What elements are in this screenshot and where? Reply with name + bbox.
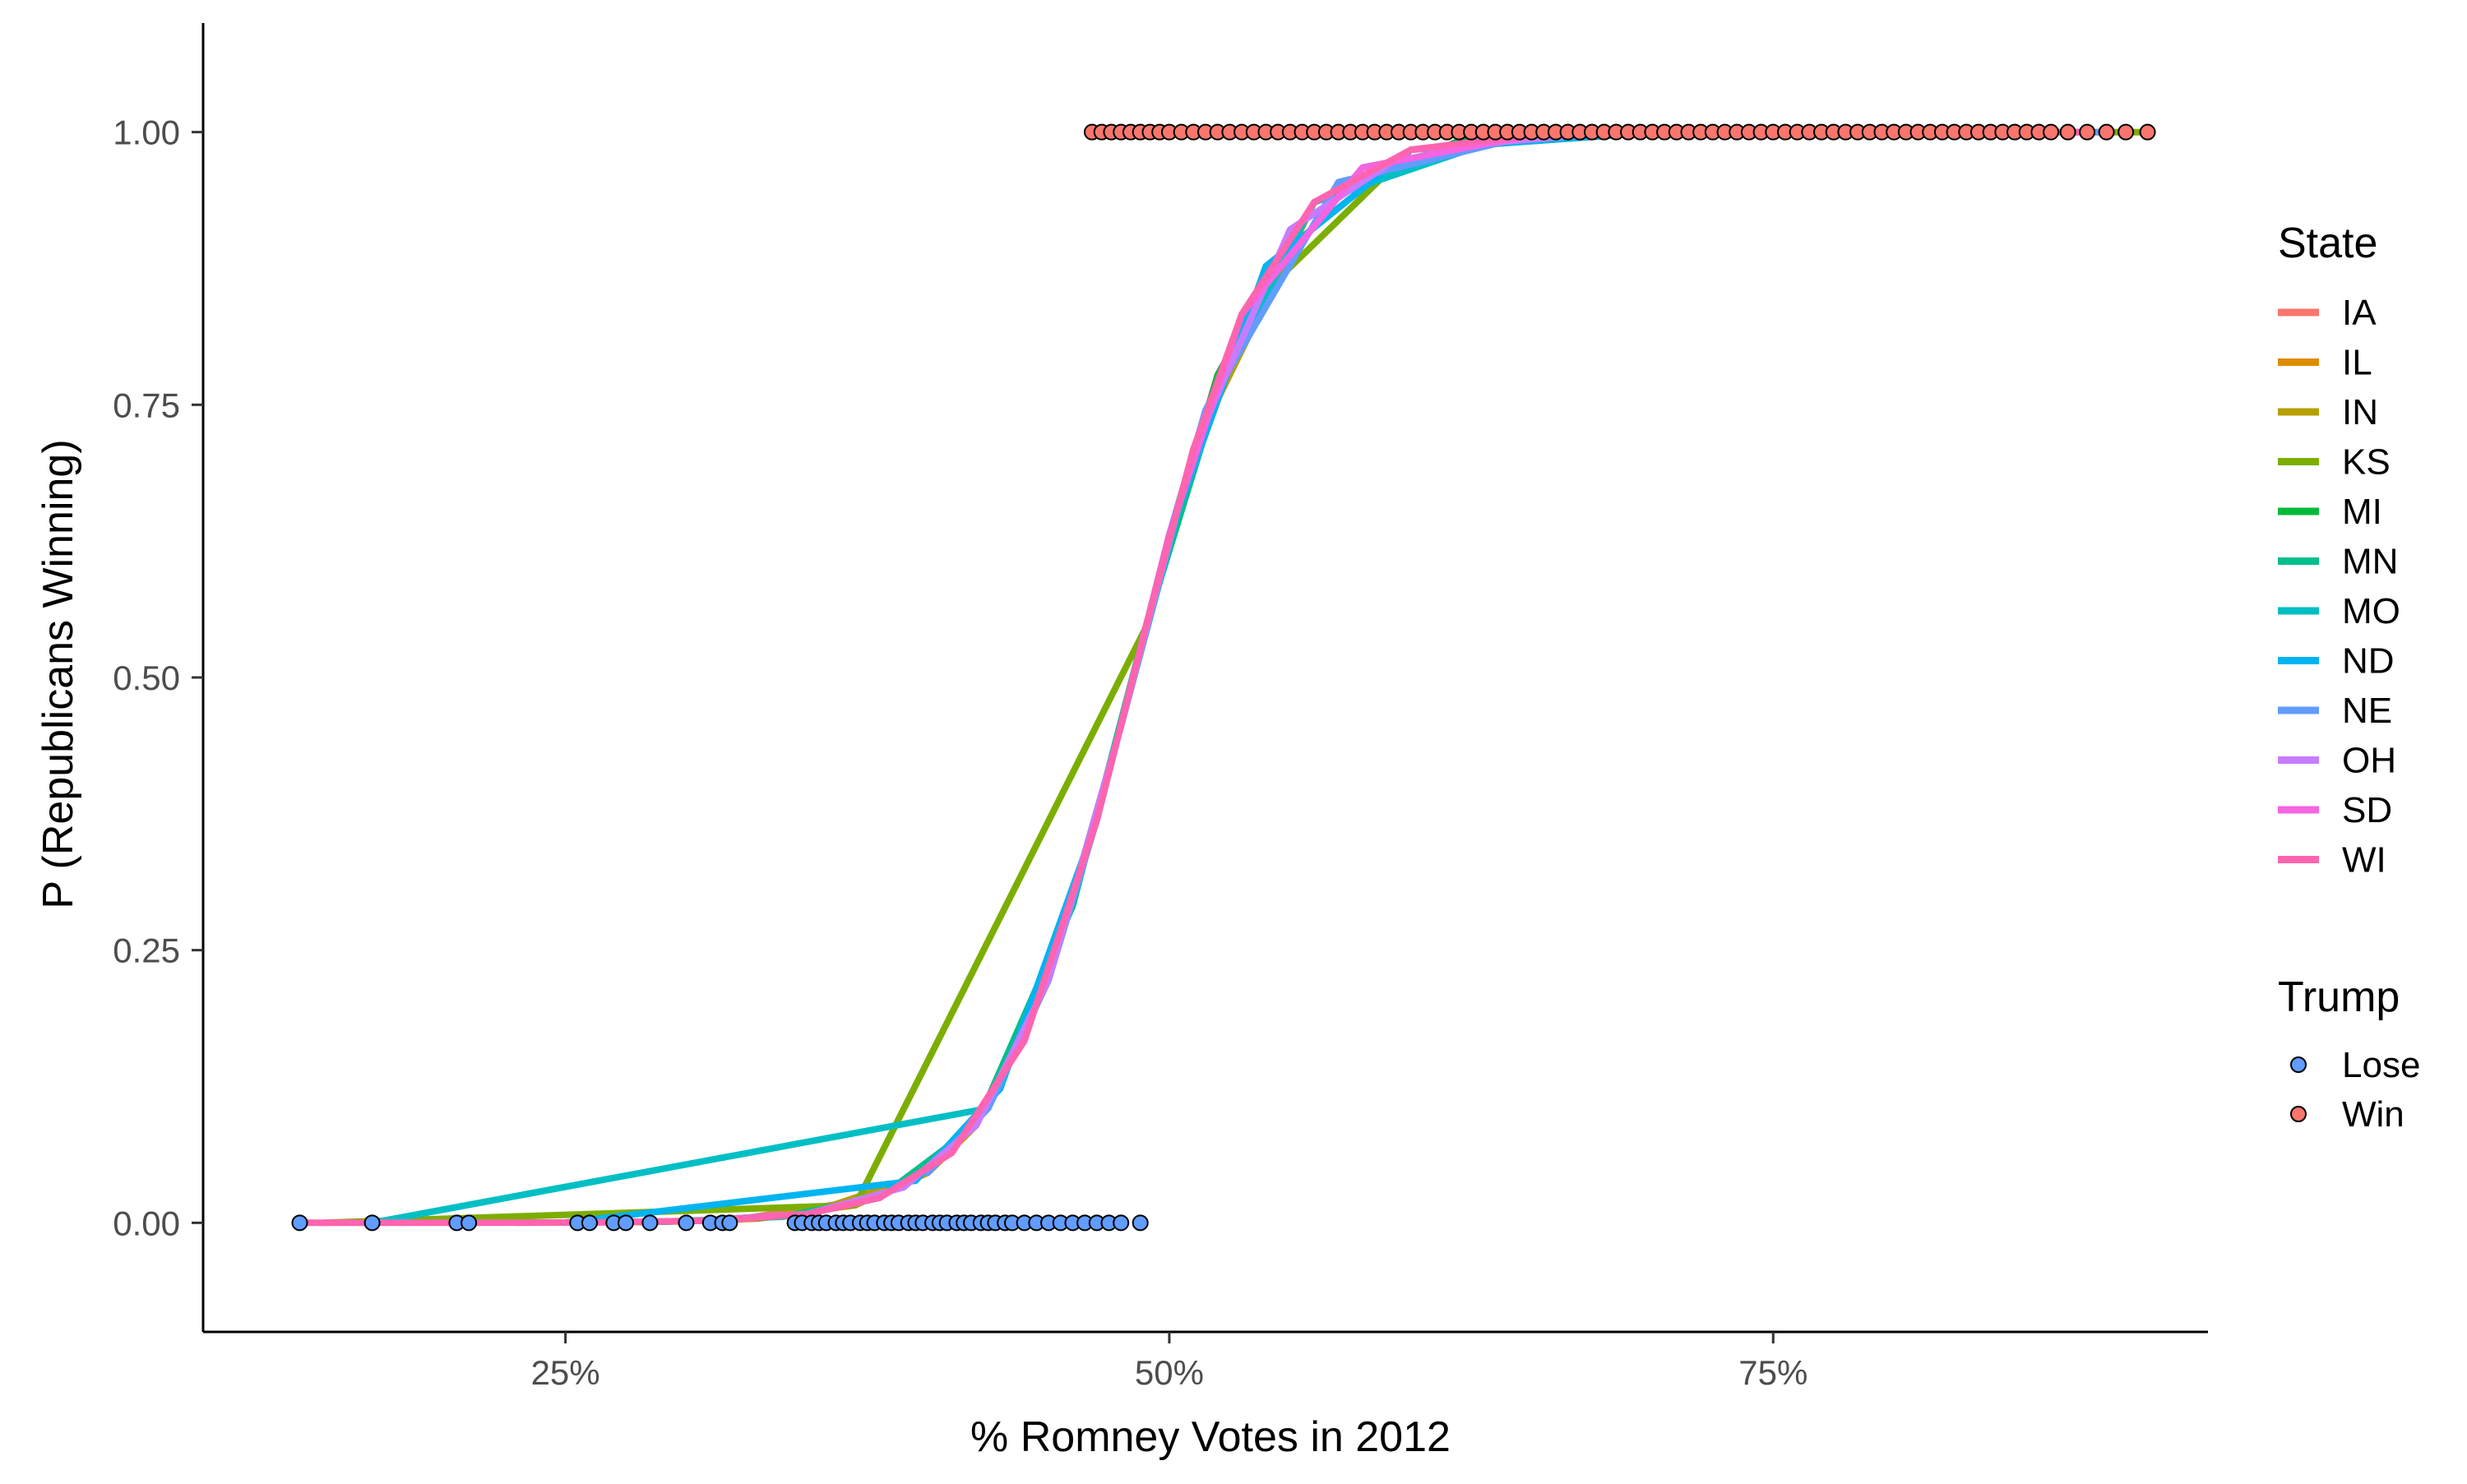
legend-label-ks: KS <box>2342 442 2391 483</box>
x-tick-label: 50% <box>1135 1353 1204 1392</box>
fit-line-oh <box>683 128 1801 1225</box>
legend-label-oh: OH <box>2342 741 2396 781</box>
point-win <box>2118 123 2135 141</box>
y-tick-label: 0.00 <box>113 1204 180 1242</box>
fit-line-mo <box>368 128 1946 1227</box>
x-axis-title: % Romney Votes in 2012 <box>970 1413 1451 1461</box>
point-win <box>2079 123 2096 141</box>
fit-line-ks <box>320 128 2151 1227</box>
fit-line-nd <box>562 128 1898 1226</box>
legend-trump: Trump Lose Win <box>2278 973 2420 1135</box>
legend-label-win: Win <box>2342 1094 2405 1135</box>
legend-label-sd: SD <box>2342 790 2392 830</box>
x-tick-label: 75% <box>1738 1353 1807 1392</box>
point-lose <box>363 1214 381 1232</box>
point-lose <box>581 1214 598 1232</box>
legend-label-mi: MI <box>2342 492 2382 532</box>
y-tick-label: 1.00 <box>113 113 180 152</box>
fit-line-sd <box>803 128 2018 1218</box>
tick-labels: 0.00 0.25 0.50 0.75 1.00 25% 50% 75% <box>113 113 1807 1392</box>
legend-state: State IA IL IN KS MI MN MO ND NE OH SD WI <box>2278 220 2400 881</box>
fit-line-wi <box>296 128 2091 1227</box>
y-axis-title: P (Republicans Winning) <box>35 439 82 908</box>
data-points <box>291 123 2156 1232</box>
point-lose <box>1132 1214 1149 1232</box>
legend-trump-title: Trump <box>2278 973 2400 1021</box>
point-lose <box>641 1214 659 1232</box>
point-lose <box>721 1214 738 1232</box>
x-tick-label: 25% <box>531 1353 600 1392</box>
legend-label-il: IL <box>2342 343 2372 383</box>
point-win <box>2059 123 2076 141</box>
legend-label-lose: Lose <box>2342 1045 2420 1085</box>
legend-label-nd: ND <box>2342 641 2395 682</box>
legend-key-win <box>2290 1106 2307 1122</box>
point-win <box>2098 123 2115 141</box>
fit-line-il <box>513 128 1801 1227</box>
legend-label-in: IN <box>2342 392 2378 432</box>
axes <box>192 23 2208 1343</box>
legend-label-mo: MO <box>2342 591 2400 631</box>
legend-label-ne: NE <box>2342 691 2392 731</box>
point-win <box>2043 123 2060 141</box>
fit-lines <box>296 128 2151 1227</box>
y-tick-label: 0.25 <box>113 932 180 970</box>
point-lose <box>461 1214 478 1232</box>
legend-key-lose <box>2290 1056 2307 1073</box>
point-win <box>2139 123 2156 141</box>
point-lose <box>678 1214 695 1232</box>
legend-label-mn: MN <box>2342 542 2398 582</box>
y-tick-label: 0.75 <box>113 386 180 424</box>
point-lose <box>1113 1214 1130 1232</box>
fit-line-ne <box>924 128 2115 1177</box>
y-tick-label: 0.50 <box>113 659 180 697</box>
point-lose <box>618 1214 635 1232</box>
legend-label-ia: IA <box>2342 293 2377 333</box>
legend-label-wi: WI <box>2342 840 2386 881</box>
point-lose <box>291 1214 308 1232</box>
fit-line-mi <box>683 129 1656 1225</box>
legend-state-title: State <box>2278 220 2377 267</box>
fit-line-ia <box>634 128 1849 1226</box>
fit-line-mn <box>659 129 1705 1226</box>
